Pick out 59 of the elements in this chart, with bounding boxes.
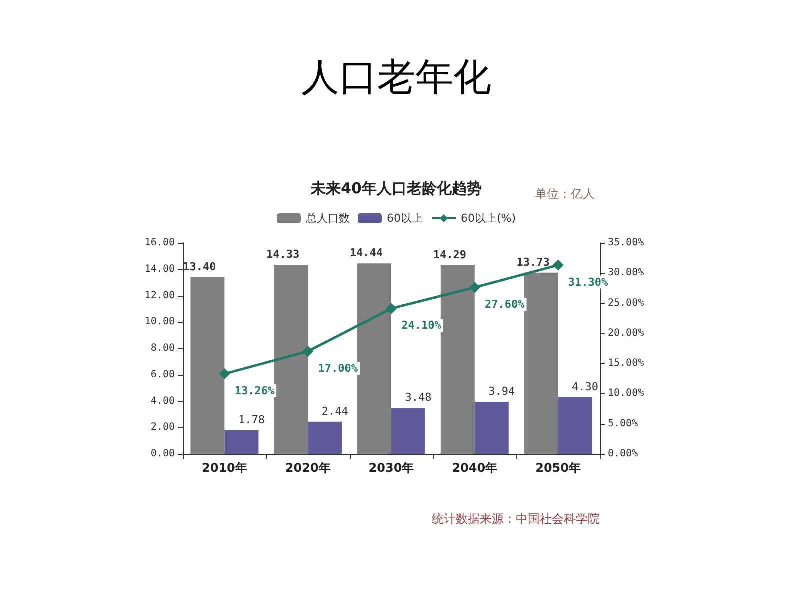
data-label: 13.73 xyxy=(516,256,550,269)
y-tick-label: 2.00 xyxy=(150,422,175,434)
y2-tick-label: 15.00% xyxy=(608,358,644,370)
chart-subtitle: 未来40年人口老龄化趋势 xyxy=(310,180,482,198)
y-tick-label: 14.00 xyxy=(144,264,175,275)
y2-tick-label: 0.00% xyxy=(608,448,638,460)
bar xyxy=(358,264,392,454)
x-tick-label: 2040年 xyxy=(452,461,498,475)
data-label: 17.00% xyxy=(318,362,358,376)
point xyxy=(219,368,230,380)
bar xyxy=(440,266,475,454)
bar xyxy=(524,272,558,454)
y-tick-label: 12.00 xyxy=(144,290,175,302)
y-tick-label: 6.00 xyxy=(150,369,175,380)
bar xyxy=(274,265,308,454)
y-tick-label: 8.00 xyxy=(150,343,175,354)
data-label: 3.94 xyxy=(488,385,516,398)
y2-tick-label: 30.00% xyxy=(608,268,644,279)
bar xyxy=(474,402,509,454)
data-label: 31.30% xyxy=(568,276,609,289)
chart-title: 人口老年化 xyxy=(302,55,492,99)
data-label: 24.10% xyxy=(402,319,442,332)
x-tick-label: 2030年 xyxy=(368,461,414,475)
point xyxy=(469,282,480,294)
data-label: 3.48 xyxy=(405,391,432,404)
y-tick-label: 0.00 xyxy=(150,448,175,460)
data-label: 14.44 xyxy=(350,246,384,260)
text: 单位：亿人 xyxy=(535,187,595,201)
y2-tick-label: 10.00% xyxy=(608,388,644,400)
point xyxy=(302,346,314,358)
point xyxy=(552,260,564,271)
point xyxy=(386,303,397,314)
data-label: 27.60% xyxy=(485,298,526,312)
bar xyxy=(308,422,342,454)
data-label: 14.33 xyxy=(266,248,300,262)
bar xyxy=(224,430,259,454)
legend-label: 总人口数 xyxy=(304,212,350,225)
x-tick-label: 2020年 xyxy=(285,461,331,475)
data-label: 13.40 xyxy=(183,260,216,274)
data-label: 13.26% xyxy=(234,384,275,398)
data-label: 14.29 xyxy=(433,248,466,262)
y-tick-label: 16.00 xyxy=(144,238,175,248)
bar xyxy=(392,408,426,454)
y-tick-label: 10.00 xyxy=(144,316,175,328)
legend-label: 60以上(%) xyxy=(460,212,516,225)
x-tick-label: 2010年 xyxy=(202,461,248,475)
text: 统计数据来源：中国社会科学院 xyxy=(432,512,600,526)
data-label: 4.30 xyxy=(572,380,599,394)
y2-tick-label: 35.00% xyxy=(608,238,644,248)
y-tick-label: 4.00 xyxy=(150,396,175,407)
bar xyxy=(190,277,225,454)
data-label: 2.44 xyxy=(322,404,349,418)
y2-tick-label: 5.00% xyxy=(608,418,638,430)
x-tick-label: 2050年 xyxy=(536,461,582,475)
legend-label: 60以上 xyxy=(386,212,423,225)
data-label: 1.78 xyxy=(238,414,265,427)
y2-tick-label: 25.00% xyxy=(608,298,644,309)
bar xyxy=(558,397,592,454)
y2-tick-label: 20.00% xyxy=(608,328,644,339)
